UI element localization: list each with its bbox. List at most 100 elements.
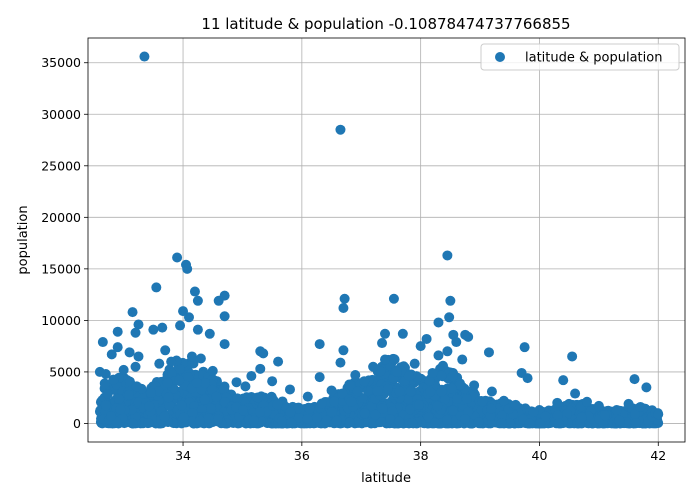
data-point [430, 417, 441, 428]
data-point [106, 411, 117, 422]
data-point [254, 407, 265, 418]
data-point [302, 391, 313, 402]
data-point [630, 409, 641, 420]
x-tick-label: 36 [294, 448, 310, 463]
data-point [213, 295, 224, 306]
y-tick-label: 25000 [41, 158, 81, 173]
data-point [187, 407, 198, 418]
data-point [102, 388, 113, 399]
data-point [203, 413, 214, 424]
data-point [377, 338, 388, 349]
data-point [570, 388, 581, 399]
data-point [388, 293, 399, 304]
data-point [162, 378, 173, 389]
data-point [335, 124, 346, 135]
data-point [154, 358, 165, 369]
chart-title: 11 latitude & population -0.108784747377… [201, 15, 570, 33]
data-point [314, 339, 325, 350]
data-point [183, 312, 194, 323]
x-tick-label: 40 [532, 448, 548, 463]
data-point [164, 400, 175, 411]
data-point [380, 354, 391, 365]
data-point [448, 405, 459, 416]
data-point [581, 396, 592, 407]
data-point [403, 371, 414, 382]
data-point [375, 417, 386, 428]
data-point [352, 386, 363, 397]
data-point [437, 360, 448, 371]
data-point [528, 407, 539, 418]
legend-box [480, 43, 680, 71]
data-point [614, 415, 625, 426]
data-point [598, 418, 608, 429]
data-point [148, 324, 159, 335]
data-point [212, 414, 223, 425]
x-tick-label: 42 [650, 448, 666, 463]
data-point [504, 418, 515, 429]
data-point [178, 306, 189, 317]
data-point [535, 418, 546, 429]
data-point [552, 410, 563, 421]
data-point [611, 405, 622, 416]
data-point [316, 398, 327, 409]
data-point [436, 386, 447, 397]
data-point [130, 361, 141, 372]
data-point [576, 412, 587, 423]
data-point [425, 386, 436, 397]
y-tick-label: 20000 [41, 210, 81, 225]
data-point [337, 388, 348, 399]
data-point [593, 400, 604, 411]
data-point [496, 410, 507, 421]
data-point [273, 356, 284, 367]
data-point [553, 418, 564, 429]
data-point [510, 399, 521, 410]
data-point [157, 322, 168, 333]
data-point [486, 386, 497, 397]
legend-label: latitude & population [525, 51, 662, 66]
data-point [206, 403, 217, 414]
axis-ticks: 34 36 38 40 42 0 5000 10000 15000 20000 25000 30000… [41, 55, 666, 463]
data-point [391, 366, 402, 377]
data-point [176, 400, 187, 411]
data-point [178, 412, 189, 423]
data-point [133, 319, 144, 330]
y-tick-label: 35000 [41, 55, 81, 70]
data-point [629, 374, 640, 385]
data-point [442, 346, 453, 357]
data-point [459, 414, 470, 425]
data-point [172, 252, 183, 263]
data-point [232, 393, 243, 404]
data-point [131, 381, 142, 392]
data-point [219, 339, 230, 350]
data-point [218, 384, 229, 395]
data-point [558, 375, 569, 386]
data-point [124, 347, 135, 358]
data-point [445, 295, 456, 306]
data-point [100, 400, 111, 411]
data-point [326, 406, 337, 417]
data-point [200, 378, 211, 389]
data-point [231, 377, 242, 388]
data-point [382, 383, 393, 394]
data-point [370, 409, 381, 420]
legend: latitude & population [480, 43, 680, 71]
data-point [427, 367, 438, 378]
data-point [359, 408, 370, 419]
data-points [94, 51, 664, 429]
data-point [192, 295, 203, 306]
data-point [377, 403, 388, 414]
data-point [130, 327, 141, 338]
data-point [433, 317, 444, 328]
data-point [473, 417, 484, 428]
data-point [405, 386, 416, 397]
data-point [446, 383, 457, 394]
data-point [114, 394, 125, 405]
data-point [106, 349, 117, 360]
data-point [302, 414, 313, 425]
data-point [286, 417, 297, 428]
data-point [166, 356, 177, 367]
data-point [423, 412, 434, 423]
data-point [112, 342, 123, 353]
data-point [182, 263, 193, 274]
data-point [194, 415, 205, 426]
